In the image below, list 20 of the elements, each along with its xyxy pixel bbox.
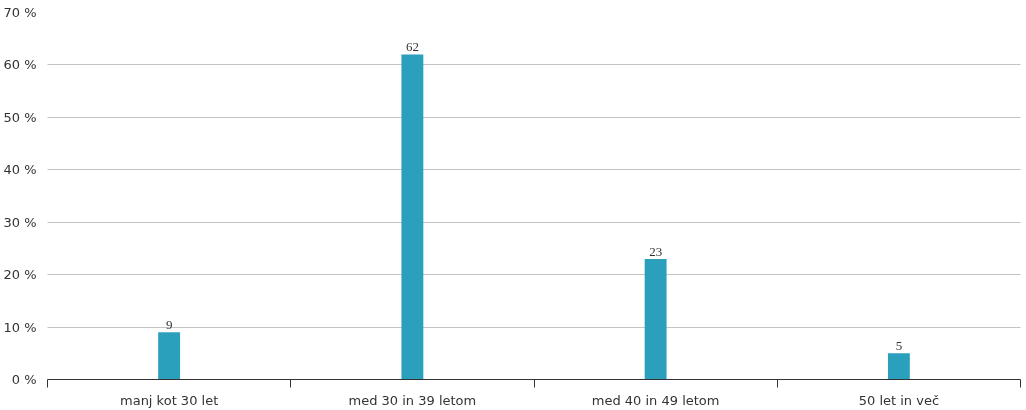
y-tick-label: 60 % — [3, 57, 37, 73]
x-tick-label: med 30 in 39 letom — [348, 392, 477, 408]
y-tick-label: 70 % — [3, 5, 37, 20]
bar — [401, 54, 424, 380]
y-tick-label: 10 % — [3, 319, 37, 335]
data-label: 9 — [165, 317, 173, 333]
x-tick-label: manj kot 30 let — [120, 392, 219, 408]
y-tick-label: 0 % — [11, 372, 37, 387]
y-tick-label: 40 % — [3, 162, 37, 178]
bar — [644, 258, 667, 380]
x-tick-label: 50 let in več — [858, 392, 940, 408]
data-label: 62 — [405, 39, 419, 55]
data-label: 5 — [895, 338, 903, 354]
bar — [158, 332, 181, 380]
y-tick-label: 20 % — [3, 267, 37, 283]
data-label: 23 — [649, 243, 663, 259]
y-tick-label: 50 % — [3, 109, 37, 125]
bar — [887, 353, 910, 380]
y-tick-label: 30 % — [3, 214, 37, 230]
x-tick-label: med 40 in 49 letom — [591, 392, 720, 408]
